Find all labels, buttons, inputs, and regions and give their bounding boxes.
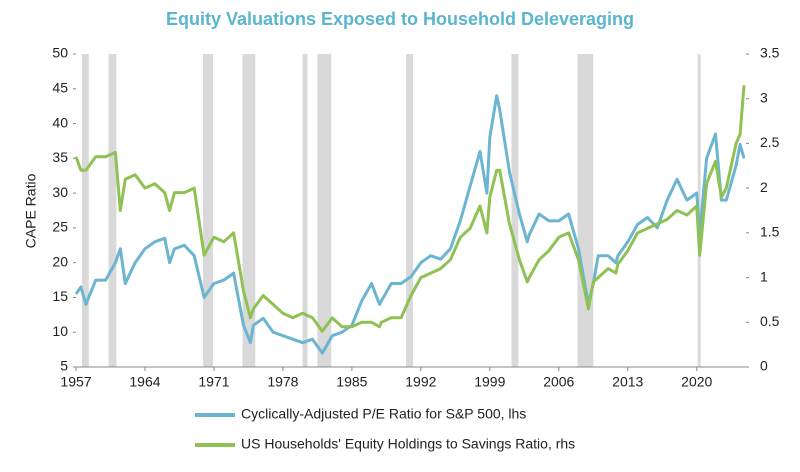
recession-band (108, 54, 117, 367)
x-tick-label: 2006 (543, 374, 574, 390)
x-tick-label: 1971 (198, 374, 229, 390)
x-tick-label: 1992 (405, 374, 436, 390)
recession-band (242, 54, 256, 367)
x-tick-label: 1957 (60, 374, 91, 390)
y-tick-label: 10 (52, 323, 68, 339)
y2-tick-label: 0 (760, 358, 768, 374)
recession-band (511, 54, 519, 367)
chart-title: Equity Valuations Exposed to Household D… (166, 9, 634, 29)
recession-band (302, 54, 308, 367)
x-tick-label: 2020 (681, 374, 712, 390)
y2-tick-label: 1 (760, 268, 768, 284)
x-tick-label: 2013 (612, 374, 643, 390)
y-tick-label: 5 (60, 358, 68, 374)
recession-band (81, 54, 89, 367)
y-tick-label: 25 (52, 219, 68, 235)
y2-tick-label: 1.5 (760, 224, 780, 240)
x-tick-label: 1985 (336, 374, 367, 390)
legend-label: Cyclically-Adjusted P/E Ratio for S&P 50… (241, 406, 526, 422)
x-tick-label: 1978 (267, 374, 298, 390)
y-tick-label: 35 (52, 149, 68, 165)
x-tick-label: 1999 (474, 374, 505, 390)
y-tick-label: 40 (52, 114, 68, 130)
series-line (74, 85, 746, 333)
legend-label: US Households' Equity Holdings to Saving… (241, 436, 575, 452)
y2-tick-label: 3.5 (760, 45, 780, 61)
y2-tick-label: 3 (760, 89, 768, 105)
y-axis-label: CAPE Ratio (23, 173, 39, 248)
y2-tick-label: 2.5 (760, 134, 780, 150)
recession-band (203, 54, 213, 367)
y-tick-label: 50 (52, 45, 68, 61)
recession-band (317, 54, 332, 367)
x-tick-label: 1964 (129, 374, 160, 390)
y2-tick-label: 2 (760, 179, 768, 195)
recession-band (406, 54, 413, 367)
y2-tick-label: 0.5 (760, 313, 780, 329)
y-tick-label: 15 (52, 288, 68, 304)
y-tick-label: 30 (52, 184, 68, 200)
recession-band (577, 54, 594, 367)
y-tick-label: 20 (52, 253, 68, 269)
series-line (74, 94, 746, 355)
y-tick-label: 45 (52, 79, 68, 95)
